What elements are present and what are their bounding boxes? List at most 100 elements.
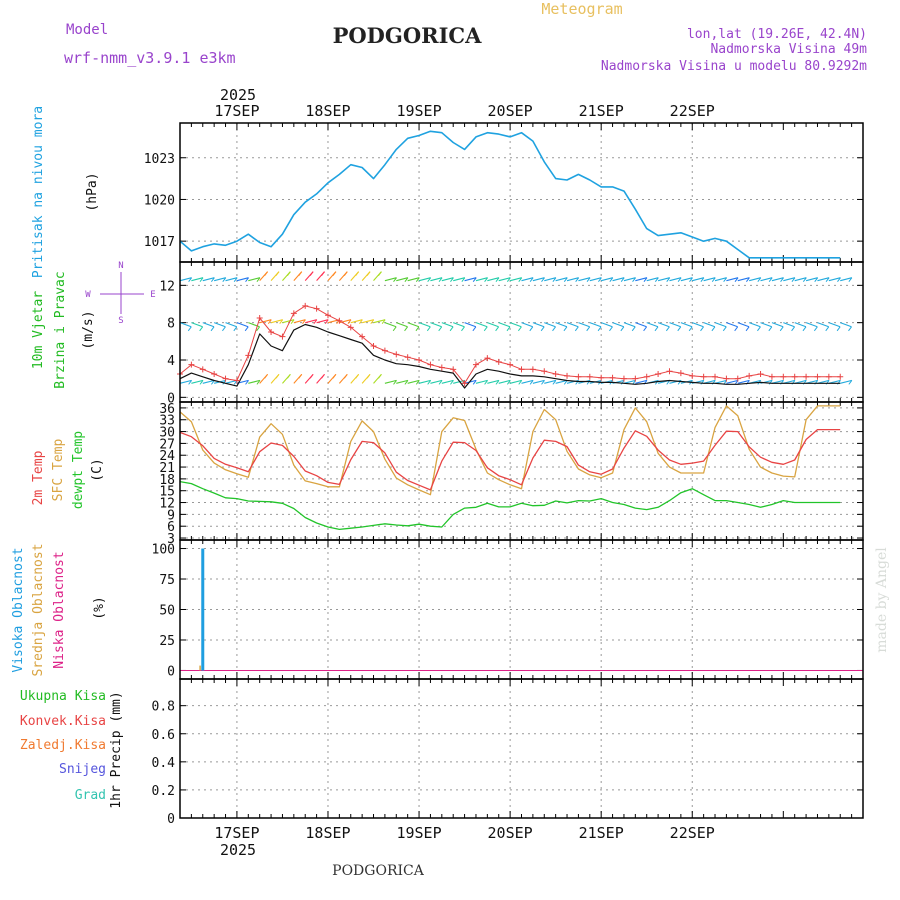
wind-barb [589, 322, 602, 328]
compass-s: S [118, 316, 123, 326]
wind-barb-tip [309, 271, 314, 276]
wind-barb [817, 277, 830, 282]
wind-barb-tip [210, 277, 215, 282]
wind-barb-tip [734, 326, 739, 332]
wind-barb-tip [541, 380, 545, 385]
wind-barb [612, 277, 625, 282]
wind-gust-marker [768, 373, 775, 380]
pressure-unit: (hPa) [85, 172, 100, 211]
wind-barb-tip [677, 326, 682, 332]
wind-barb [737, 322, 750, 328]
wind-gust-marker [450, 366, 457, 373]
wind-barb [817, 322, 829, 328]
wind-barb-tip [836, 326, 841, 332]
wind-barb-tip [541, 277, 545, 282]
wind-barb-tip [723, 277, 728, 282]
wind-gust-marker [245, 352, 252, 359]
wind-barb [714, 379, 727, 384]
wind-barb [635, 277, 648, 282]
wind-barb [612, 322, 625, 328]
wind-barb [555, 277, 568, 282]
wind-barb-tip [779, 326, 784, 332]
wind-barb [555, 322, 568, 328]
dewpt-temp-label: dewpt Temp [71, 431, 86, 509]
wind-barb-tip [264, 374, 269, 379]
wind-barb [623, 322, 636, 328]
wind-barb-tip [370, 319, 375, 324]
wind-barb [453, 277, 465, 282]
wind-barb [293, 319, 306, 324]
y-tick-label: 0.2 [152, 784, 175, 799]
wind-barb-tip [597, 326, 602, 332]
wind-barb-tip [540, 326, 545, 332]
wind-barb-tip [321, 374, 325, 379]
wind-barb-tip [825, 326, 830, 332]
wind-barb-tip [609, 326, 613, 332]
precip-frame [179, 678, 864, 819]
model-label: Model [66, 22, 108, 38]
wind-series [177, 302, 844, 389]
wind-barb-tip [438, 380, 443, 385]
wind-barb-tip [495, 326, 500, 332]
wind-gust-marker [552, 371, 559, 377]
wind-barb-tip [438, 277, 443, 282]
wind-barb-tip [575, 277, 580, 282]
wind-barb [623, 277, 636, 282]
wind-barb [475, 322, 488, 328]
wind-barb-tip [233, 326, 238, 332]
wind-gust-marker [643, 373, 650, 380]
cloud-high-label: Visoka Oblacnost [11, 547, 26, 672]
wind-barb-tip [404, 326, 408, 332]
y-tick-label: 33 [159, 414, 175, 429]
top-year-label: 2025 [220, 86, 256, 104]
wind-barb-tip [574, 326, 579, 332]
wind-barb-tip [222, 277, 227, 282]
legend-konvek-kisa: Konvek.Kisa [20, 714, 106, 729]
wind-barb-tip [586, 277, 591, 282]
wind-gust-marker [689, 372, 696, 379]
wind-barb-tip [332, 271, 337, 276]
wind-gust-marker [837, 373, 844, 380]
precip-legend: Ukupna Kisa Konvek.Kisa Zaledj.Kisa Snij… [20, 689, 106, 803]
wind-gust-marker [655, 371, 662, 377]
wind-barb [475, 277, 488, 282]
wind-barb [760, 322, 773, 328]
wind-barb-tip [802, 277, 807, 282]
wind-barb [805, 277, 818, 282]
wind-barb [248, 379, 261, 384]
wind-barb-tip [427, 380, 432, 385]
wind-gust-marker [620, 375, 627, 382]
wind-gust-marker [677, 370, 684, 377]
wind-barb [521, 379, 534, 384]
wind-barb [794, 322, 807, 328]
wind-title-line1: 10m Vjetar [31, 291, 46, 369]
wind-title-line2: Brzina i Pravac [53, 271, 68, 388]
wind-gust-marker [757, 371, 764, 377]
temperature-unit: (C) [90, 458, 105, 481]
wind-barb-tip [529, 326, 534, 332]
wind-barb [749, 277, 761, 282]
wind-barb-tip [620, 326, 625, 332]
wind-barb [179, 277, 192, 282]
wind-barb [407, 379, 420, 384]
wind-barb [726, 277, 739, 282]
compass-rose: N W E S [85, 261, 155, 326]
y-tick-label: 4 [167, 354, 175, 369]
bottom-day-label: 22SEP [670, 824, 715, 842]
wind-barb-tip [654, 277, 659, 282]
wind-barb-tip [552, 380, 557, 385]
wind-barb [532, 277, 545, 282]
wind-barb [202, 277, 215, 282]
legend-ukupna-kisa: Ukupna Kisa [20, 689, 106, 704]
wind-barb [407, 277, 420, 282]
wind-barb [305, 319, 317, 324]
y-tick-label: 24 [159, 449, 175, 464]
credit-watermark: made by Angel [874, 547, 890, 653]
wind-barb-tip [426, 326, 431, 332]
wind-barb-tip [358, 319, 363, 324]
wind-barb [498, 379, 511, 384]
top-day-label: 19SEP [396, 102, 441, 120]
wind-barb [498, 322, 511, 328]
wind-gust-marker [324, 312, 331, 319]
